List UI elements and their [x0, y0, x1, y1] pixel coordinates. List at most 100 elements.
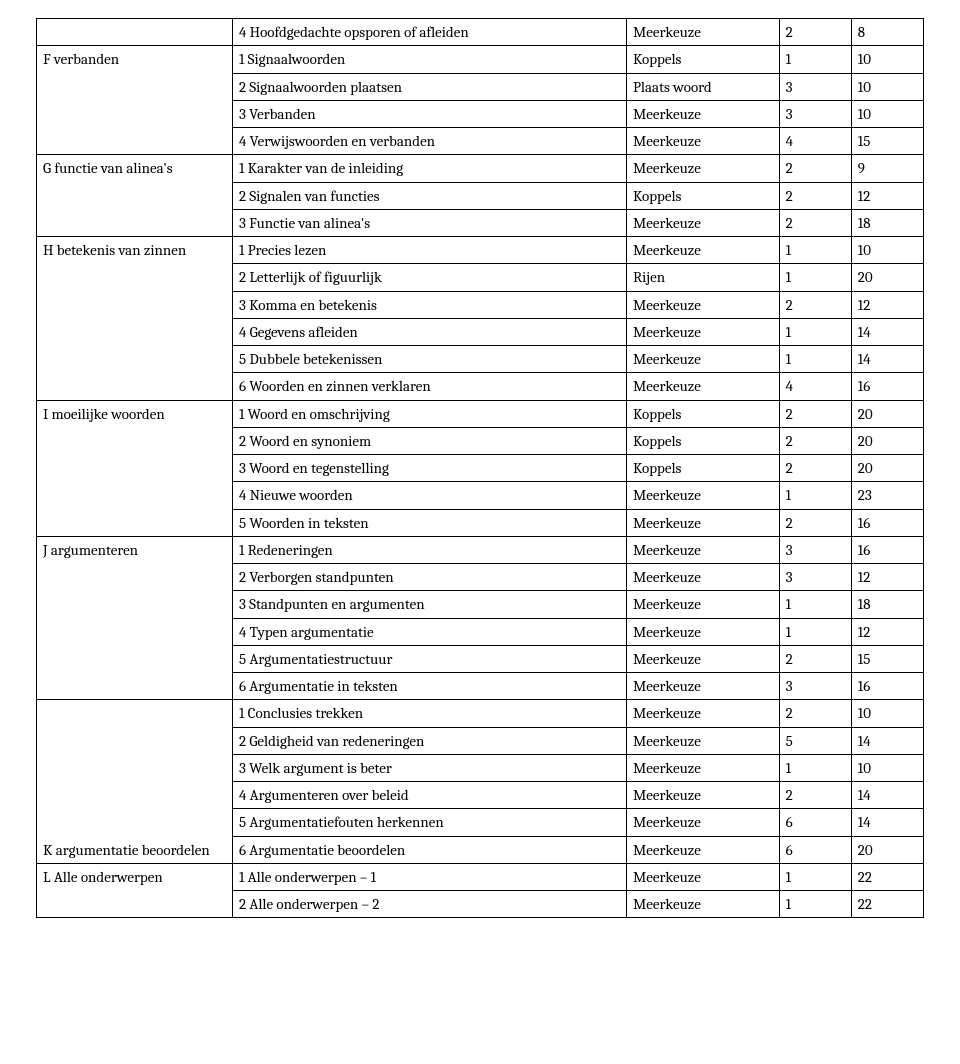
value-cell-1: 2: [779, 155, 851, 182]
type-cell: Meerkeuze: [626, 809, 779, 836]
table-row: I moeilijke woorden1 Woord en omschrijvi…: [37, 400, 924, 427]
type-cell: Meerkeuze: [626, 564, 779, 591]
value-cell-1: 3: [779, 564, 851, 591]
value-cell-2: 10: [851, 100, 923, 127]
value-cell-1: 1: [779, 237, 851, 264]
type-cell: Meerkeuze: [626, 727, 779, 754]
type-cell: Meerkeuze: [626, 237, 779, 264]
value-cell-1: 4: [779, 373, 851, 400]
description-cell: 4 Hoofdgedachte opsporen of afleiden: [232, 19, 626, 46]
description-cell: 2 Geldigheid van redeneringen: [232, 727, 626, 754]
value-cell-2: 8: [851, 19, 923, 46]
value-cell-2: 12: [851, 564, 923, 591]
description-cell: 1 Woord en omschrijving: [232, 400, 626, 427]
table-row: 4 Hoofdgedachte opsporen of afleidenMeer…: [37, 19, 924, 46]
type-cell: Meerkeuze: [626, 482, 779, 509]
description-cell: 3 Verbanden: [232, 100, 626, 127]
description-cell: 3 Komma en betekenis: [232, 291, 626, 318]
value-cell-2: 9: [851, 155, 923, 182]
type-cell: Meerkeuze: [626, 618, 779, 645]
value-cell-2: 14: [851, 727, 923, 754]
description-cell: 5 Argumentatiefouten herkennen: [232, 809, 626, 836]
value-cell-2: 12: [851, 291, 923, 318]
value-cell-1: 1: [779, 46, 851, 73]
description-cell: 5 Argumentatiestructuur: [232, 645, 626, 672]
value-cell-1: 3: [779, 73, 851, 100]
value-cell-2: 14: [851, 346, 923, 373]
category-cell: K argumentatie beoordelen: [37, 700, 233, 864]
type-cell: Meerkeuze: [626, 891, 779, 918]
value-cell-1: 3: [779, 673, 851, 700]
type-cell: Meerkeuze: [626, 509, 779, 536]
value-cell-2: 10: [851, 700, 923, 727]
value-cell-2: 14: [851, 782, 923, 809]
type-cell: Meerkeuze: [626, 645, 779, 672]
value-cell-2: 16: [851, 373, 923, 400]
type-cell: Meerkeuze: [626, 128, 779, 155]
type-cell: Meerkeuze: [626, 318, 779, 345]
table-body: 4 Hoofdgedachte opsporen of afleiden Meer…: [37, 19, 924, 918]
value-cell-1: 1: [779, 618, 851, 645]
value-cell-2: 15: [851, 645, 923, 672]
description-cell: 1 Conclusies trekken: [232, 700, 626, 727]
value-cell-1: 2: [779, 427, 851, 454]
description-cell: 3 Woord en tegenstelling: [232, 455, 626, 482]
type-cell: Meerkeuze: [626, 782, 779, 809]
description-cell: 2 Verborgen standpunten: [232, 564, 626, 591]
value-cell-1: 2: [779, 19, 851, 46]
value-cell-1: 2: [779, 455, 851, 482]
description-cell: 2 Alle onderwerpen – 2: [232, 891, 626, 918]
description-cell: 4 Argumenteren over beleid: [232, 782, 626, 809]
value-cell-1: 1: [779, 754, 851, 781]
table-row: G functie van alinea's1 Karakter van de …: [37, 155, 924, 182]
value-cell-1: 3: [779, 536, 851, 563]
table-row: L Alle onderwerpen1 Alle onderwerpen – 1…: [37, 863, 924, 890]
value-cell-2: 18: [851, 591, 923, 618]
table-row: K argumentatie beoordelen1 Conclusies tr…: [37, 700, 924, 727]
curriculum-table: 4 Hoofdgedachte opsporen of afleiden Meer…: [36, 18, 924, 918]
value-cell-2: 10: [851, 46, 923, 73]
value-cell-1: 1: [779, 482, 851, 509]
value-cell-1: 1: [779, 591, 851, 618]
type-cell: Meerkeuze: [626, 536, 779, 563]
value-cell-1: 2: [779, 645, 851, 672]
description-cell: 2 Woord en synoniem: [232, 427, 626, 454]
value-cell-2: 20: [851, 264, 923, 291]
description-cell: 3 Functie van alinea's: [232, 209, 626, 236]
category-cell: [37, 19, 233, 46]
value-cell-2: 16: [851, 536, 923, 563]
description-cell: 6 Argumentatie beoordelen: [232, 836, 626, 863]
description-cell: 4 Gegevens afleiden: [232, 318, 626, 345]
type-cell: Meerkeuze: [626, 700, 779, 727]
value-cell-1: 2: [779, 782, 851, 809]
type-cell: Meerkeuze: [626, 100, 779, 127]
description-cell: 6 Woorden en zinnen verklaren: [232, 373, 626, 400]
type-cell: Meerkeuze: [626, 155, 779, 182]
description-cell: 2 Letterlijk of figuurlijk: [232, 264, 626, 291]
type-cell: Meerkeuze: [626, 836, 779, 863]
value-cell-1: 1: [779, 346, 851, 373]
category-cell: G functie van alinea's: [37, 155, 233, 237]
value-cell-2: 20: [851, 427, 923, 454]
type-cell: Meerkeuze: [626, 373, 779, 400]
value-cell-1: 6: [779, 836, 851, 863]
value-cell-2: 20: [851, 455, 923, 482]
value-cell-1: 1: [779, 863, 851, 890]
value-cell-2: 14: [851, 318, 923, 345]
description-cell: 1 Alle onderwerpen – 1: [232, 863, 626, 890]
category-cell: F verbanden: [37, 46, 233, 155]
value-cell-1: 2: [779, 509, 851, 536]
value-cell-2: 16: [851, 509, 923, 536]
value-cell-2: 10: [851, 754, 923, 781]
type-cell: Rijen: [626, 264, 779, 291]
type-cell: Koppels: [626, 46, 779, 73]
type-cell: Meerkeuze: [626, 863, 779, 890]
description-cell: 1 Redeneringen: [232, 536, 626, 563]
description-cell: 2 Signaalwoorden plaatsen: [232, 73, 626, 100]
type-cell: Koppels: [626, 182, 779, 209]
category-cell: L Alle onderwerpen: [37, 863, 233, 918]
category-cell: J argumenteren: [37, 536, 233, 700]
table-row: F verbanden1 SignaalwoordenKoppels110: [37, 46, 924, 73]
description-cell: 5 Woorden in teksten: [232, 509, 626, 536]
value-cell-2: 15: [851, 128, 923, 155]
